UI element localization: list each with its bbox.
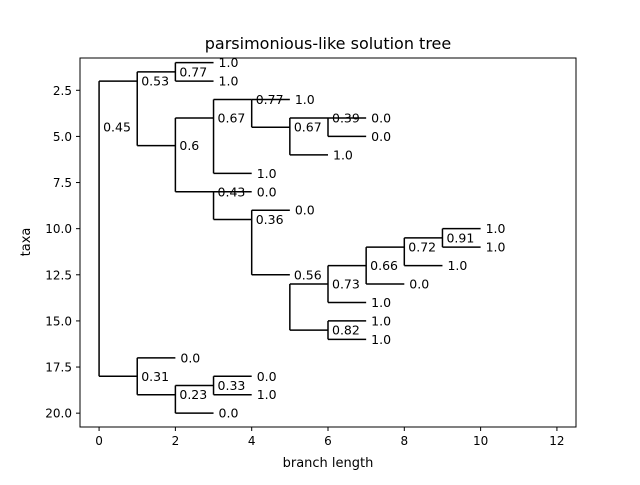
x-tick-label-5: 10 (473, 434, 488, 448)
node-label-n3: 0.6 (179, 138, 199, 153)
leaf-label-L5: 0.0 (371, 129, 391, 144)
leaf-label-L16: 1.0 (371, 332, 391, 347)
leaf-label-L3: 1.0 (295, 92, 315, 107)
node-label-n12: 0.72 (408, 240, 436, 255)
leaf-label-L2: 1.0 (219, 74, 239, 89)
node-label-n11: 0.66 (370, 258, 398, 273)
leaf-label-L6: 1.0 (333, 147, 353, 162)
node-label-n1: 0.53 (141, 74, 169, 89)
node-label-n4: 0.67 (218, 110, 246, 125)
y-tick-label-5: 15.0 (45, 314, 72, 328)
node-label-n12b: 0.91 (446, 230, 474, 245)
node-label-n7: 0.43 (218, 184, 246, 199)
x-tick-label-2: 4 (248, 434, 256, 448)
y-axis-label: taxa (19, 228, 34, 257)
node-label-n16: 0.33 (218, 378, 246, 393)
node-label-n6b: 0.39 (332, 110, 360, 125)
node-label-n13: 0.82 (332, 323, 360, 338)
y-tick-label-1: 5.0 (53, 130, 72, 144)
y-tick-label-7: 20.0 (45, 407, 72, 421)
y-tick-label-0: 2.5 (53, 84, 72, 98)
axis-layer: 0 2 4 6 8 10 12 2.5 5.0 7.5 10.0 12.5 15.0 17.5 20.0 (45, 84, 564, 448)
leaf-label-L9: 0.0 (295, 203, 315, 218)
leaf-label-L13: 0.0 (409, 277, 429, 292)
y-tick-label-4: 12.5 (45, 268, 72, 282)
leaf-label-L19: 1.0 (257, 387, 277, 402)
leaf-label-L1: 1.0 (219, 55, 239, 70)
plot-frame (79, 57, 577, 428)
x-tick-label-4: 8 (400, 434, 408, 448)
leaf-label-L14: 1.0 (371, 295, 391, 310)
node-label-n15: 0.23 (179, 387, 207, 402)
node-label-n10: 0.73 (332, 277, 360, 292)
node-label-n14: 0.31 (141, 369, 169, 384)
x-tick-label-3: 6 (324, 434, 332, 448)
leaf-label-L7: 1.0 (257, 166, 277, 181)
y-tick-label-3: 10.0 (45, 222, 72, 236)
x-axis-label: branch length (283, 456, 374, 471)
node-label-n9: 0.56 (294, 267, 322, 282)
node-label-n5: 0.77 (256, 92, 284, 107)
node-label-n0: 0.45 (103, 120, 131, 135)
leaf-label-L12: 1.0 (447, 258, 467, 273)
leaf-label-L4: 0.0 (371, 110, 391, 125)
y-tick-label-6: 17.5 (45, 361, 72, 375)
tree-layer: 0.45 0.53 0.77 0.6 0.67 0.77 0.67 0.39 0.43 0.36 0… (98, 55, 506, 421)
leaf-label-L11: 1.0 (486, 240, 506, 255)
node-label-n2: 0.77 (179, 64, 207, 79)
leaf-label-L17: 0.0 (180, 350, 200, 365)
chart-title: parsimonious-like solution tree (205, 34, 451, 53)
leaf-label-L20: 0.0 (219, 406, 239, 421)
x-tick-label-0: 0 (95, 434, 103, 448)
leaf-label-L8: 0.0 (257, 184, 277, 199)
leaf-label-L18: 0.0 (257, 369, 277, 384)
x-tick-label-6: 12 (549, 434, 564, 448)
y-tick-label-2: 7.5 (53, 176, 72, 190)
x-tick-label-1: 2 (172, 434, 180, 448)
leaf-label-L10: 1.0 (486, 221, 506, 236)
node-label-n6: 0.67 (294, 120, 322, 135)
node-label-n8: 0.36 (256, 212, 284, 227)
leaf-label-L15: 1.0 (371, 313, 391, 328)
